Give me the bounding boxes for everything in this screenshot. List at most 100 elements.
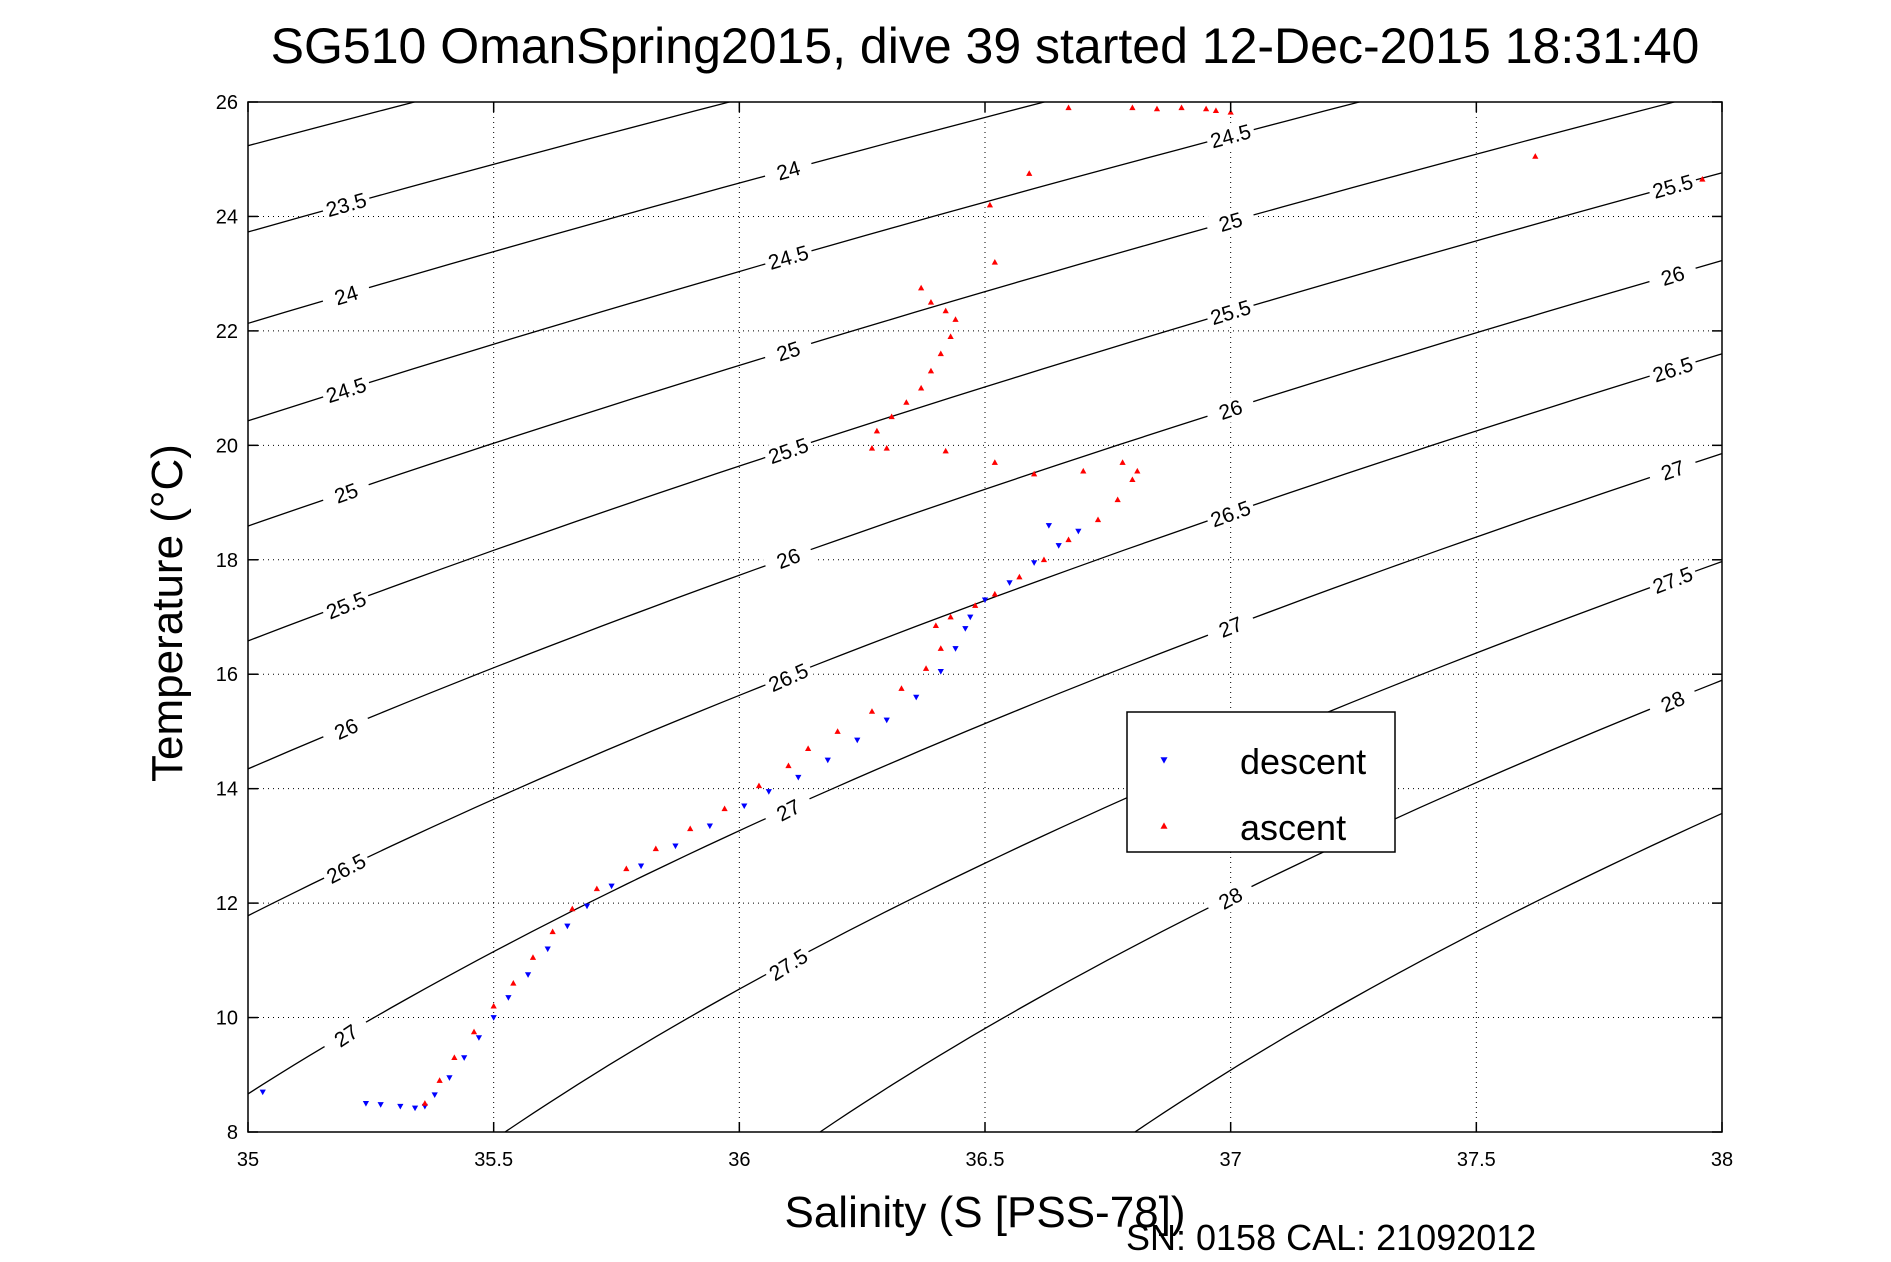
ascent-point [785, 762, 792, 769]
descent-point [505, 995, 512, 1001]
ascent-point [1129, 104, 1136, 111]
ascent-point [947, 333, 954, 339]
contour-label-bg [1204, 494, 1258, 534]
ascent-point [593, 885, 600, 892]
descent-point [854, 737, 861, 744]
legend-box [1126, 711, 1396, 853]
contour-label-bg [319, 585, 374, 626]
axis-ticks: 35 35.5 36 36.5 37 37.5 38 8 10 12 14 16 18 20 22 24 26 [216, 92, 1733, 1171]
contour-label-bg [761, 788, 816, 832]
ascent-point [986, 201, 994, 208]
descent-point [962, 626, 969, 632]
ascent-point [1094, 516, 1102, 523]
ascent-point [918, 284, 925, 291]
contour-label-bg [761, 332, 816, 371]
descent-point [524, 972, 532, 978]
ascent-point [721, 805, 728, 812]
x-tick-label: 35.5 [474, 1149, 513, 1171]
contour-label-bg [1204, 390, 1258, 429]
descent-point [1055, 543, 1062, 549]
contour-label-bg [762, 152, 815, 189]
ascent-point [1212, 107, 1220, 113]
x-tick-label: 37.5 [1457, 1149, 1496, 1171]
x-axis-label: Salinity (S [PSS-78]) [784, 1188, 1185, 1237]
y-tick-label: 14 [216, 779, 238, 801]
ascent-point [623, 865, 630, 872]
contour-label: 24.5 [1208, 120, 1253, 153]
legend-label-ascent: ascent [1240, 807, 1346, 848]
ascent-point [490, 1002, 497, 1009]
contour-line [503, 560, 1722, 1132]
ascent-point [470, 1028, 478, 1035]
ascent-point [991, 590, 998, 597]
contour-label: 25.5 [766, 434, 812, 469]
legend-marker-ascent [1160, 822, 1168, 829]
contour-lines [248, 102, 1722, 1132]
descent-point [1045, 523, 1052, 529]
y-axis-label: Temperature (°C) [143, 444, 192, 782]
y-tick-label: 10 [216, 1008, 238, 1030]
contour-label-bg [1204, 203, 1258, 241]
chart-title: SG510 OmanSpring2015, dive 39 started 12… [271, 18, 1700, 74]
ascent-point [569, 905, 576, 912]
ascent-point [873, 427, 881, 434]
contour-line [248, 102, 1362, 422]
ascent-point [510, 980, 517, 986]
contour-label-bg [319, 276, 373, 315]
descent-point [583, 903, 591, 910]
descent-point [952, 646, 959, 652]
descent-point [475, 1035, 483, 1041]
contour-label-bg [1646, 350, 1700, 389]
x-tick-label: 37 [1220, 1149, 1242, 1171]
contour-label-bg [1203, 876, 1258, 921]
contour-label-bg [1204, 118, 1257, 155]
ascent-point [952, 316, 959, 322]
contour-line [248, 102, 417, 147]
x-tick-label: 36 [728, 1149, 750, 1171]
y-tick-label: 26 [216, 92, 238, 114]
ascent-point [1202, 105, 1210, 112]
descent-point [564, 923, 571, 930]
ascent-point [942, 447, 949, 454]
ascent-point [991, 459, 998, 465]
descent-point [741, 803, 748, 810]
descent-point [608, 883, 615, 890]
y-tick-label: 16 [216, 664, 238, 686]
contour-labels: 23.5242424.524.524.525252525.525.525.525… [319, 118, 1700, 1060]
ascent-point [918, 384, 925, 391]
contour-line [248, 102, 1677, 527]
ascent-point [529, 954, 537, 960]
ascent-point [1026, 170, 1033, 176]
ascent-point [883, 444, 890, 451]
descent-point [765, 789, 772, 795]
contour-label-bg [1646, 560, 1700, 601]
contour-label: 24.5 [323, 374, 369, 409]
ascent-point [687, 825, 694, 832]
contour-line [248, 102, 1047, 325]
contour-label: 23.5 [324, 189, 370, 222]
ascent-point [898, 685, 905, 691]
contour-label-bg [319, 371, 373, 410]
descent-point [490, 1015, 497, 1021]
descent-point [362, 1101, 370, 1107]
contour-label-bg [762, 239, 815, 276]
ascent-point [436, 1077, 443, 1083]
descent-point [544, 946, 551, 953]
descent-point [706, 823, 713, 830]
x-tick-label: 38 [1711, 1149, 1733, 1171]
y-tick-label: 8 [227, 1122, 238, 1144]
contour-label: 25.5 [1650, 171, 1696, 204]
y-tick-label: 18 [216, 550, 238, 572]
contour-label: 25.5 [1208, 296, 1254, 330]
descent-point [1031, 560, 1038, 566]
y-tick-label: 24 [216, 206, 238, 228]
descent-point [431, 1092, 438, 1099]
contour-label-bg [319, 847, 374, 891]
contour-line [818, 679, 1722, 1132]
contour-label-bg [1646, 451, 1700, 490]
ascent-point [1016, 573, 1023, 580]
y-tick-label: 12 [216, 893, 238, 915]
descent-point [824, 757, 831, 764]
descent-point [461, 1055, 468, 1061]
